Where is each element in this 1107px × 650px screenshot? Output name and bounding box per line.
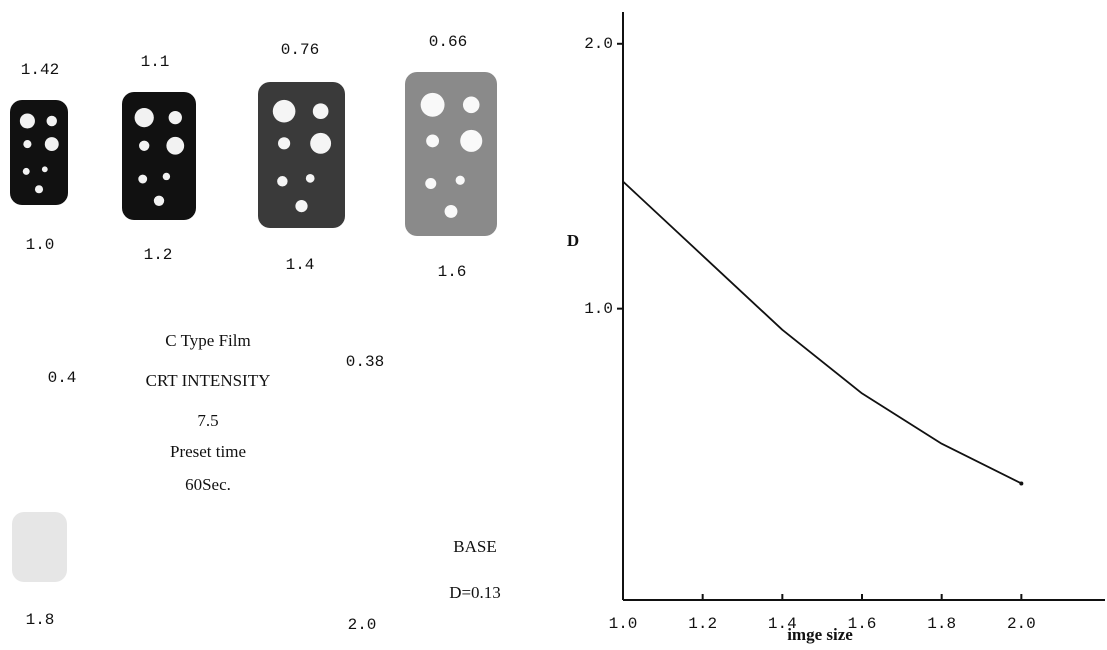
sample-density: 1.42 (21, 61, 59, 79)
sample-size: 1.0 (26, 236, 55, 254)
x-tick-label: 1.4 (768, 615, 797, 633)
sample-hole (444, 204, 458, 218)
sample-hole (138, 174, 148, 184)
sample-hole (310, 132, 332, 154)
y-tick-label: 2.0 (584, 35, 613, 53)
sample-hole (41, 166, 48, 173)
base-info: BASE (453, 537, 496, 556)
sample-hole (295, 200, 308, 213)
y-axis-label: D (567, 231, 579, 250)
film-info: CRT INTENSITY (146, 371, 271, 390)
sample-hole (278, 137, 291, 150)
sample-hole (425, 178, 437, 190)
sample-size: 1.2 (144, 246, 173, 264)
sample-size: 1.8 (26, 611, 55, 629)
sample-hole (462, 96, 480, 114)
x-tick-label: 1.2 (688, 615, 717, 633)
sample-density: 0.38 (346, 353, 384, 371)
sample-hole (162, 172, 171, 181)
sample-size: 1.6 (438, 263, 467, 281)
sample-hole (134, 107, 154, 128)
sample-density: 0.76 (281, 41, 319, 59)
sample-hole (19, 113, 35, 129)
x-tick-label: 1.0 (609, 615, 638, 633)
sample-hole (166, 136, 185, 155)
sample-density: 0.66 (429, 33, 467, 51)
sample-hole (277, 176, 288, 187)
sample-hole (312, 103, 329, 120)
sample-hole (168, 110, 182, 125)
line-series (622, 180, 1022, 485)
line-end-point (1019, 481, 1024, 486)
sample-hole (46, 115, 57, 127)
sample-size: 2.0 (348, 616, 377, 634)
sample-hole (22, 167, 30, 175)
sample-density: 0.4 (48, 369, 77, 387)
sample-hole (420, 92, 445, 117)
x-axis-label: imge size (787, 625, 853, 644)
x-tick-label: 1.6 (848, 615, 877, 633)
sample-hole (460, 129, 483, 152)
sample-hole (44, 137, 59, 152)
sample-hole (23, 140, 32, 149)
sample-density: 1.1 (141, 53, 170, 71)
sample-size: 1.4 (286, 256, 315, 274)
sample-hole (426, 134, 440, 148)
film-info: 7.5 (197, 411, 218, 430)
film-info: 60Sec. (185, 475, 231, 494)
film-info: Preset time (170, 442, 246, 461)
sample-hole (153, 195, 165, 206)
sample-hole (34, 185, 44, 194)
sample-film (12, 512, 67, 582)
sample-hole (455, 175, 465, 185)
x-tick-label: 2.0 (1007, 615, 1036, 633)
sample-hole (305, 174, 315, 183)
sample-hole (272, 99, 296, 123)
base-info: D=0.13 (449, 583, 501, 602)
y-tick-label: 1.0 (584, 300, 613, 318)
film-info: C Type Film (165, 331, 250, 350)
x-tick-label: 1.8 (927, 615, 956, 633)
sample-hole (139, 140, 150, 151)
